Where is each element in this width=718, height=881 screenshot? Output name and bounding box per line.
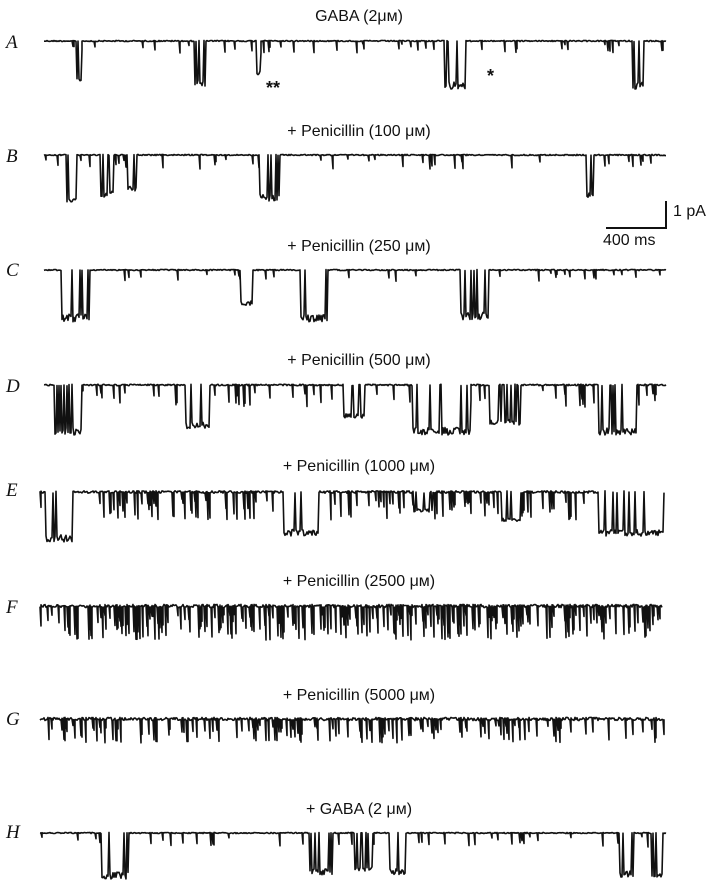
trace-f [39,603,663,641]
title-a: GABA (2μᴍ) [315,8,403,25]
panel-label-b: B [6,146,18,167]
panel-label-c: C [6,260,19,281]
single-star-marker: * [487,66,495,86]
panel-label-e: E [6,480,18,501]
panel-label-h: H [6,822,20,843]
title-d: + Penicillin (500 μᴍ) [287,352,431,369]
trace-d [43,383,667,436]
title-c: + Penicillin (250 μᴍ) [287,238,431,255]
title-e: + Penicillin (1000 μᴍ) [282,458,436,475]
trace-a [44,39,667,90]
scale-bar [606,201,667,229]
scale-time-label: 400 ms [603,232,656,249]
panel-label-g: G [6,709,20,730]
title-h: + GABA (2 μᴍ) [305,801,413,818]
trace-c [43,268,667,323]
title-g: + Penicillin (5000 μᴍ) [282,687,436,704]
trace-b [43,153,666,203]
title-b: + Penicillin (100 μᴍ) [287,123,431,140]
trace-h [39,831,667,880]
trace-g [39,716,665,744]
scale-current-label: 1 pA [673,203,706,220]
panel-label-d: D [6,376,20,397]
double-star-marker: ** [266,78,281,98]
title-f: + Penicillin (2500 μᴍ) [282,573,436,590]
trace-e [39,490,665,543]
panel-label-f: F [6,597,18,618]
panel-label-a: A [6,32,18,53]
